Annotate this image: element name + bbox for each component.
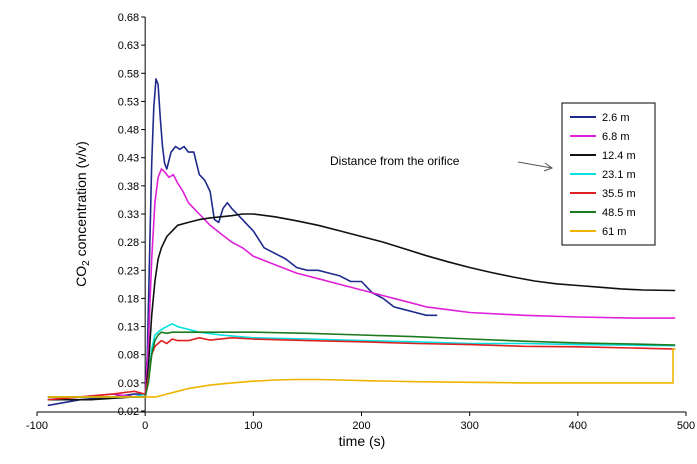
x-ticks: -100 0 100 200 300 400 500: [26, 412, 695, 432]
y-tick-label: 0.58: [118, 68, 139, 80]
legend-items: 2.6 m 6.8 m 12.4 m 23.1 m 35.5 m 48.5 m 61 m: [570, 112, 636, 238]
annotation-arrow: [517, 161, 553, 169]
series-line-6: [47, 348, 676, 398]
legend-label: 12.4 m: [602, 150, 636, 162]
series-line-2: [47, 213, 676, 401]
series-line-5: [47, 331, 676, 398]
x-tick-label: 0: [142, 420, 148, 432]
series-line-0: [47, 78, 438, 407]
annotation: Distance from the orifice: [330, 154, 554, 172]
legend-label: 6.8 m: [602, 131, 630, 143]
legend-label: 23.1 m: [602, 169, 636, 181]
y-axis-title-main: CO: [73, 266, 89, 287]
y-tick-label: 0.23: [118, 265, 139, 277]
y-tick-label: -0.02: [114, 406, 139, 418]
y-tick-label: 0.63: [118, 40, 139, 52]
y-ticks: -0.02 0.03 0.08 0.13 0.18 0.23 0.28 0.33 0.38 0.4…: [114, 12, 146, 418]
y-tick-label: 0.68: [118, 12, 139, 24]
y-axis-title: CO2 concentration (v/v): [73, 141, 92, 287]
y-axis-title-sub: 2: [81, 260, 92, 266]
legend-label: 2.6 m: [602, 112, 630, 124]
y-tick-label: 0.08: [118, 350, 139, 362]
x-tick-label: 100: [244, 420, 262, 432]
annotation-text: Distance from the orifice: [330, 154, 460, 168]
y-tick-label: 0.03: [118, 378, 139, 390]
y-tick-label: 0.38: [118, 181, 139, 193]
y-tick-label: 0.18: [118, 293, 139, 305]
x-tick-label: -100: [26, 420, 48, 432]
annotation-arrowhead: [543, 162, 554, 172]
y-axis-title-rest: concentration (v/v): [73, 141, 89, 260]
y-tick-label: 0.53: [118, 96, 139, 108]
series-lines: [47, 78, 676, 407]
x-tick-label: 200: [352, 420, 370, 432]
y-tick-label: 0.33: [118, 209, 139, 221]
x-tick-label: 400: [569, 420, 587, 432]
y-tick-label: 0.28: [118, 237, 139, 249]
series-line-4: [47, 336, 676, 401]
series-line-1: [47, 168, 676, 401]
y-tick-label: 0.13: [118, 322, 139, 334]
y-tick-label: 0.43: [118, 153, 139, 165]
x-tick-label: 500: [677, 420, 695, 432]
x-axis-title: time (s): [339, 433, 386, 449]
legend-label: 35.5 m: [602, 188, 636, 200]
legend-label: 48.5 m: [602, 207, 636, 219]
axes-group: -100 0 100 200 300 400 500 -0.02 0.03 0.08 0.13 0.…: [26, 12, 695, 432]
legend-label: 61 m: [602, 226, 626, 238]
x-tick-label: 300: [460, 420, 478, 432]
y-tick-label: 0.48: [118, 125, 139, 137]
legend: 2.6 m 6.8 m 12.4 m 23.1 m 35.5 m 48.5 m 61 m: [561, 102, 656, 246]
